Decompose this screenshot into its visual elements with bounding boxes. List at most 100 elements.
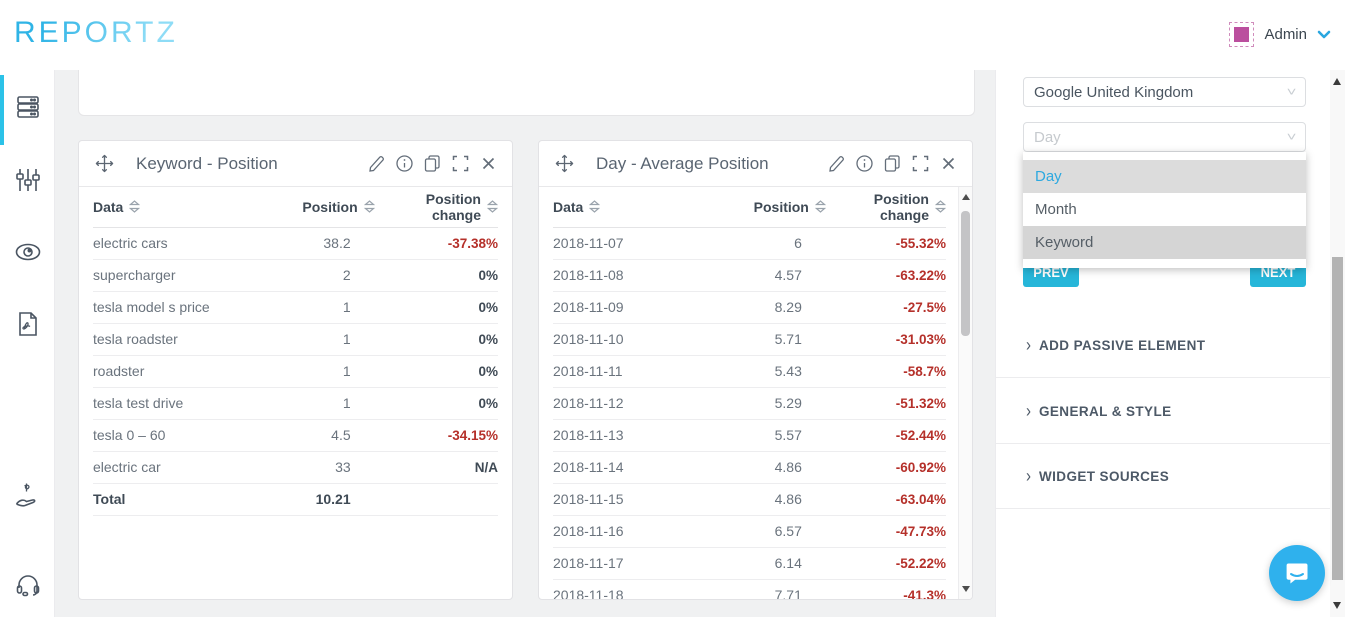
sort-icon <box>589 200 601 214</box>
left-sidebar <box>0 70 55 617</box>
sidebar-item-settings[interactable] <box>14 166 42 194</box>
day-average-position-table: Data Position Position change 2018-11-07… <box>553 187 946 599</box>
info-icon[interactable] <box>395 154 414 173</box>
column-header-data[interactable]: Data <box>553 187 730 228</box>
close-icon[interactable] <box>479 154 498 173</box>
fullscreen-icon[interactable] <box>451 154 470 173</box>
dropdown-option-day[interactable]: Day <box>1023 160 1306 193</box>
scroll-down-arrow-icon[interactable] <box>962 586 970 592</box>
sidebar-item-preview[interactable] <box>14 238 42 266</box>
table-row: 2018-11-14 4.86 -60.92% <box>553 451 946 484</box>
table-row: tesla test drive 1 0% <box>93 387 498 420</box>
sort-icon <box>935 200 946 214</box>
user-menu[interactable]: Admin <box>1229 22 1331 47</box>
widget-header: Day - Average Position <box>539 141 972 187</box>
chevron-right-icon: › <box>1026 465 1031 487</box>
column-header-position[interactable]: Position <box>275 187 389 228</box>
table-row: 2018-11-11 5.43 -58.7% <box>553 355 946 388</box>
eye-icon <box>15 243 41 261</box>
chat-launcher-button[interactable] <box>1269 545 1325 601</box>
page-scrollbar[interactable] <box>1330 70 1345 617</box>
column-header-position[interactable]: Position <box>729 187 840 228</box>
chevron-down-icon: ˅ <box>1286 130 1297 144</box>
edit-icon[interactable] <box>827 154 846 173</box>
column-header-position-change[interactable]: Position change <box>839 187 946 228</box>
move-icon[interactable] <box>555 154 574 173</box>
table-row: 2018-11-12 5.29 -51.32% <box>553 387 946 420</box>
widget-settings-panel: Google United Kingdom ˅ Day ˅ PREV NEXT … <box>995 70 1330 617</box>
table-row: electric car 33 N/A <box>93 451 498 484</box>
sort-icon <box>814 200 826 214</box>
sidebar-item-billing[interactable] <box>14 482 42 510</box>
dropdown-option-month[interactable]: Month <box>1035 201 1077 218</box>
table-row: 2018-11-09 8.29 -27.5% <box>553 291 946 324</box>
scrollbar-thumb[interactable] <box>1332 257 1343 580</box>
avatar <box>1229 22 1255 47</box>
sort-icon <box>487 200 498 214</box>
table-row: 2018-11-16 6.57 -47.73% <box>553 515 946 548</box>
group-by-select[interactable]: Day ˅ <box>1023 122 1306 152</box>
table-row: tesla roadster 1 0% <box>93 323 498 356</box>
pdf-icon <box>19 312 37 336</box>
user-name: Admin <box>1264 26 1307 43</box>
support-headset-icon <box>16 575 40 597</box>
scroll-up-arrow-icon[interactable] <box>962 194 970 200</box>
table-row: 2018-11-10 5.71 -31.03% <box>553 323 946 356</box>
keyword-position-table: Data Position Position change electric c… <box>93 187 498 516</box>
widget-keyword-position: Keyword - Position Data Position Positio… <box>78 140 513 600</box>
table-row: 2018-11-08 4.57 -63.22% <box>553 259 946 292</box>
widget-scrollbar[interactable] <box>958 187 972 599</box>
close-icon[interactable] <box>939 154 958 173</box>
chat-bubble-icon <box>1286 563 1308 584</box>
sidebar-item-pdf-export[interactable] <box>14 310 42 338</box>
table-row: 2018-11-18 7.71 -41.3% <box>553 579 946 599</box>
chevron-down-icon: ˅ <box>1286 85 1297 99</box>
chevron-right-icon: › <box>1026 334 1031 356</box>
reportz-logo[interactable]: REPORTZ <box>14 16 178 49</box>
sidebar-item-support[interactable] <box>14 572 42 600</box>
column-header-data[interactable]: Data <box>93 187 276 228</box>
table-row: tesla 0 – 60 4.5 -34.15% <box>93 419 498 452</box>
sort-icon <box>363 200 375 214</box>
scroll-down-arrow-icon[interactable] <box>1333 602 1341 609</box>
info-icon[interactable] <box>855 154 874 173</box>
widget-title: Keyword - Position <box>136 153 278 173</box>
sliders-icon <box>16 169 40 191</box>
billing-hand-dollar-icon <box>15 483 36 507</box>
move-icon[interactable] <box>95 154 114 173</box>
widget-header: Keyword - Position <box>79 141 512 187</box>
top-header: REPORTZ Admin <box>0 0 1345 70</box>
table-row: 2018-11-13 5.57 -52.44% <box>553 419 946 452</box>
table-row: roadster 1 0% <box>93 355 498 388</box>
total-row: Total 10.21 <box>93 483 498 516</box>
group-by-placeholder: Day <box>1034 128 1061 146</box>
widget-title: Day - Average Position <box>596 153 769 173</box>
scrollbar-thumb[interactable] <box>961 211 970 336</box>
group-by-dropdown: Day Month Keyword <box>1023 152 1306 268</box>
dropdown-option-keyword[interactable]: Keyword <box>1023 226 1306 259</box>
scroll-up-arrow-icon[interactable] <box>1333 78 1341 85</box>
duplicate-icon[interactable] <box>423 154 442 173</box>
sidebar-item-widgets[interactable] <box>14 93 42 121</box>
table-row: electric cars 38.2 -37.38% <box>93 227 498 260</box>
column-header-position-change[interactable]: Position change <box>388 187 498 228</box>
duplicate-icon[interactable] <box>883 154 902 173</box>
accordion-general-style[interactable]: › GENERAL & STYLE <box>996 379 1330 444</box>
widgets-icon <box>17 96 39 118</box>
active-indicator <box>0 75 4 145</box>
accordion-add-passive-element[interactable]: › ADD PASSIVE ELEMENT <box>996 313 1330 378</box>
widget-day-average-position: Day - Average Position Data Position Pos… <box>538 140 973 600</box>
chevron-right-icon: › <box>1026 400 1031 422</box>
top-widget-partial <box>78 70 975 116</box>
edit-icon[interactable] <box>367 154 386 173</box>
table-row: 2018-11-17 6.14 -52.22% <box>553 547 946 580</box>
sort-icon <box>129 200 141 214</box>
accordion-widget-sources[interactable]: › WIDGET SOURCES <box>996 444 1330 509</box>
source-select-value: Google United Kingdom <box>1034 83 1194 101</box>
table-row: 2018-11-15 4.86 -63.04% <box>553 483 946 516</box>
table-row: tesla model s price 1 0% <box>93 291 498 324</box>
fullscreen-icon[interactable] <box>911 154 930 173</box>
source-select[interactable]: Google United Kingdom ˅ <box>1023 77 1306 107</box>
chevron-down-icon <box>1317 30 1331 38</box>
table-row: 2018-11-07 6 -55.32% <box>553 227 946 260</box>
